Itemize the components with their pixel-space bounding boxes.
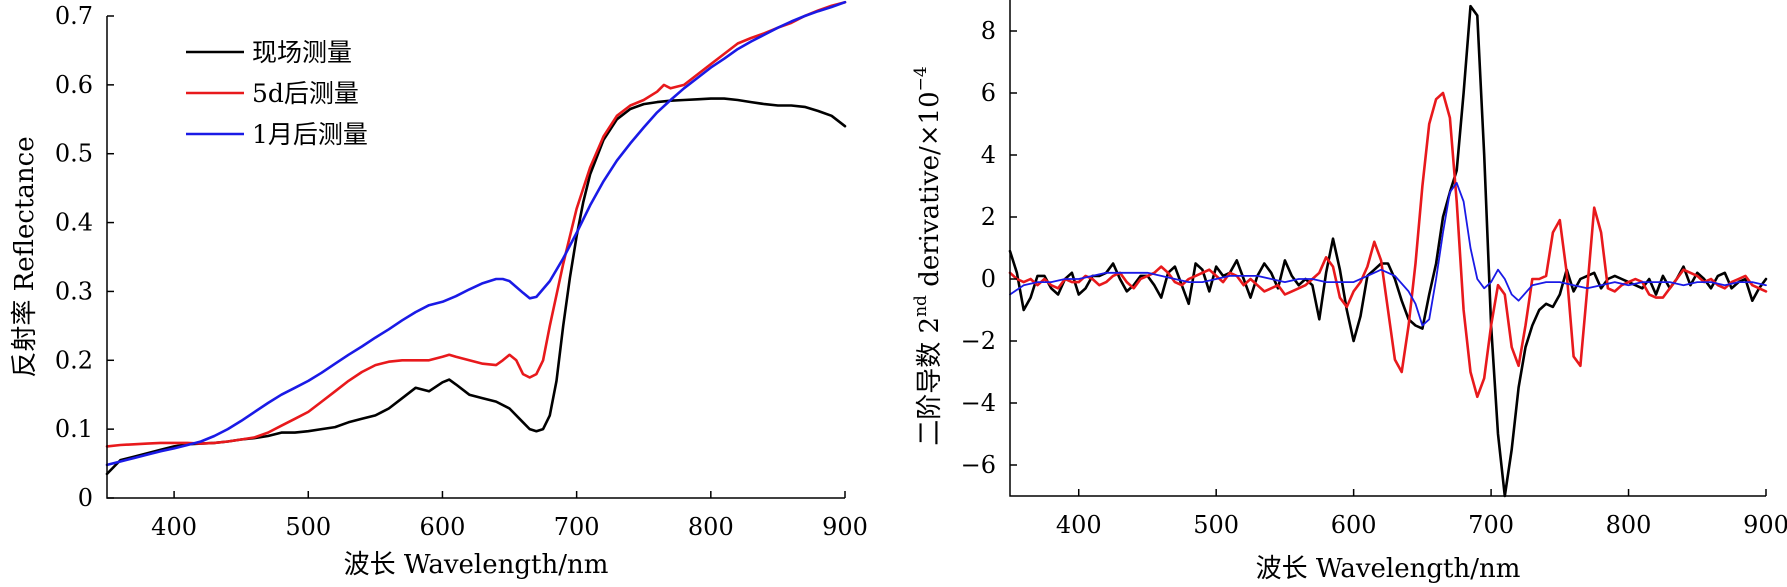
derivative-axes — [1009, 0, 1766, 497]
legend-label-3: 1月后测量 — [252, 120, 368, 149]
derivative-series-3-line — [1009, 182, 1767, 327]
derivative-y-axis-title-mid: derivative/×10 — [915, 91, 945, 295]
derivative-series-group — [1008, 4, 1768, 498]
derivative-y-tick-label: −2 — [961, 327, 996, 355]
derivative-y-tick-label: 4 — [981, 141, 996, 169]
derivative-x-tick-label: 800 — [1606, 511, 1652, 539]
derivative-y-tick-label: 2 — [981, 203, 996, 231]
reflectance-y-tick-label: 0.2 — [55, 346, 93, 374]
reflectance-y-ticks: 0 0.1 0.2 0.3 0.4 0.5 0.6 0.7 — [55, 2, 114, 512]
derivative-y-ticks: −6 −4 −2 0 2 4 6 8 — [961, 17, 1017, 479]
derivative-y-tick-label: 0 — [981, 265, 996, 293]
reflectance-x-tick-label: 900 — [822, 513, 868, 541]
derivative-y-axis-title-sup1: nd — [911, 295, 931, 317]
derivative-x-tick-label: 500 — [1193, 511, 1239, 539]
reflectance-y-tick-label: 0.4 — [55, 209, 93, 237]
reflectance-x-tick-label: 700 — [554, 513, 600, 541]
legend-label-1: 现场测量 — [252, 38, 352, 67]
derivative-x-tick-label: 700 — [1468, 511, 1514, 539]
reflectance-series-3-line — [105, 0, 847, 467]
derivative-x-ticks: 400 500 600 700 800 900 — [1056, 489, 1787, 539]
derivative-series-1-line — [1008, 4, 1768, 498]
derivative-y-tick-label: −4 — [961, 389, 996, 417]
reflectance-y-tick-label: 0.5 — [55, 140, 93, 168]
derivative-y-tick-label: 8 — [981, 17, 996, 45]
reflectance-y-tick-label: 0.1 — [55, 415, 93, 443]
derivative-y-axis-title-main: 二阶导数 2 — [915, 317, 945, 446]
derivative-x-tick-label: 900 — [1743, 511, 1787, 539]
reflectance-x-tick-label: 600 — [420, 513, 466, 541]
reflectance-series-group — [105, 0, 847, 476]
reflectance-x-tick-label: 800 — [688, 513, 734, 541]
reflectance-y-tick-label: 0.6 — [55, 71, 93, 99]
reflectance-axes — [106, 16, 845, 499]
reflectance-y-tick-label: 0.7 — [55, 2, 93, 30]
legend: 现场测量 5d后测量 1月后测量 — [186, 38, 368, 149]
reflectance-x-ticks: 400 500 600 700 800 900 — [151, 491, 868, 541]
derivative-y-tick-label: −6 — [961, 451, 996, 479]
derivative-y-tick-label: 6 — [981, 79, 996, 107]
reflectance-y-tick-label: 0.3 — [55, 277, 93, 305]
reflectance-y-axis-title: 反射率 Reflectance — [10, 136, 40, 377]
reflectance-chart: 400 500 600 700 800 900 0 0.1 0.2 0.3 0.4 0.5 0.6 0.… — [10, 0, 868, 580]
derivative-chart: 400 500 600 700 800 900 −6 −4 −2 0 2 4 6 8 波长 Wavele… — [911, 0, 1787, 584]
reflectance-x-tick-label: 500 — [285, 513, 331, 541]
reflectance-series-2-line — [105, 0, 847, 448]
derivative-y-axis-title: 二阶导数 2nd derivative/×10−4 — [911, 66, 946, 445]
derivative-x-tick-label: 600 — [1331, 511, 1377, 539]
derivative-x-axis-title: 波长 Wavelength/nm — [1256, 554, 1521, 584]
reflectance-x-tick-label: 400 — [151, 513, 197, 541]
reflectance-y-tick-label: 0 — [78, 484, 93, 512]
derivative-series-2-line — [1008, 91, 1768, 399]
derivative-y-axis-title-sup2: −4 — [911, 66, 931, 91]
derivative-x-tick-label: 400 — [1056, 511, 1102, 539]
legend-label-2: 5d后测量 — [252, 79, 359, 108]
reflectance-x-axis-title: 波长 Wavelength/nm — [344, 550, 609, 580]
